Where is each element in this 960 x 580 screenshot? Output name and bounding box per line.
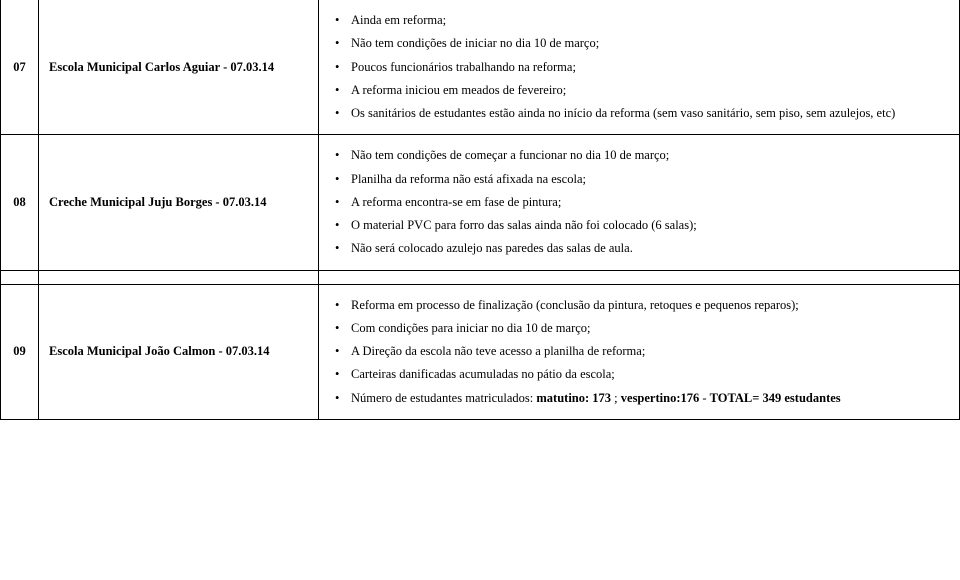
row-details: Não tem condições de começar a funcionar…	[319, 135, 960, 270]
document-page: 07 Escola Municipal Carlos Aguiar - 07.0…	[0, 0, 960, 420]
school-name: Escola Municipal João Calmon - 07.03.14	[39, 284, 319, 419]
list-item: Poucos funcionários trabalhando na refor…	[335, 57, 949, 78]
row-number: 08	[1, 135, 39, 270]
table-row: 09 Escola Municipal João Calmon - 07.03.…	[1, 284, 960, 419]
table-row: 07 Escola Municipal Carlos Aguiar - 07.0…	[1, 0, 960, 135]
list-item: Com condições para iniciar no dia 10 de …	[335, 318, 949, 339]
schools-table: 07 Escola Municipal Carlos Aguiar - 07.0…	[0, 0, 960, 420]
list-item: A reforma iniciou em meados de fevereiro…	[335, 80, 949, 101]
school-name: Escola Municipal Carlos Aguiar - 07.03.1…	[39, 0, 319, 135]
table-row: 08 Creche Municipal Juju Borges - 07.03.…	[1, 135, 960, 270]
row-number: 07	[1, 0, 39, 135]
list-item: Planilha da reforma não está afixada na …	[335, 169, 949, 190]
row-number: 09	[1, 284, 39, 419]
details-list: Ainda em reforma; Não tem condições de i…	[329, 10, 949, 124]
details-list: Reforma em processo de finalização (conc…	[329, 295, 949, 409]
list-item: Não tem condições de começar a funcionar…	[335, 145, 949, 166]
list-item: Ainda em reforma;	[335, 10, 949, 31]
list-item: Não tem condições de iniciar no dia 10 d…	[335, 33, 949, 54]
list-item: A reforma encontra-se em fase de pintura…	[335, 192, 949, 213]
row-details: Reforma em processo de finalização (conc…	[319, 284, 960, 419]
list-item: Os sanitários de estudantes estão ainda …	[335, 103, 949, 124]
list-item: Carteiras danificadas acumuladas no páti…	[335, 364, 949, 385]
row-details: Ainda em reforma; Não tem condições de i…	[319, 0, 960, 135]
list-item: A Direção da escola não teve acesso a pl…	[335, 341, 949, 362]
list-item: O material PVC para forro das salas aind…	[335, 215, 949, 236]
list-item: Número de estudantes matriculados: matut…	[335, 388, 949, 409]
list-item: Reforma em processo de finalização (conc…	[335, 295, 949, 316]
details-list: Não tem condições de começar a funcionar…	[329, 145, 949, 259]
school-name: Creche Municipal Juju Borges - 07.03.14	[39, 135, 319, 270]
list-item: Não será colocado azulejo nas paredes da…	[335, 238, 949, 259]
spacer-row	[1, 270, 960, 284]
